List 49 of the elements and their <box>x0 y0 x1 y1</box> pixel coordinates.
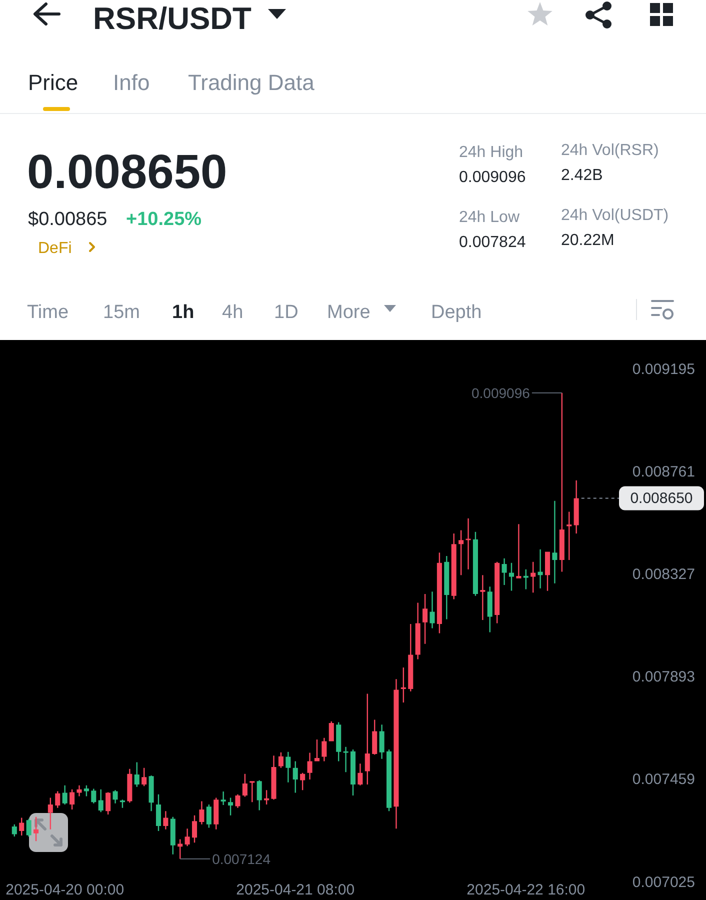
text: $0.00865 <box>28 209 108 230</box>
text: Info <box>113 70 150 95</box>
candlestick <box>538 549 543 588</box>
text: More <box>327 302 370 323</box>
text: Depth <box>431 302 482 323</box>
y-tick-label: 0.008327 <box>632 566 695 584</box>
candlestick <box>220 792 226 806</box>
text: 1D <box>274 302 298 323</box>
y-tick-label: 0.009195 <box>632 361 695 378</box>
text: Time <box>27 302 69 323</box>
text: 0.007824 <box>459 234 526 251</box>
candlestick <box>552 500 558 584</box>
text: +10.25% <box>126 209 202 230</box>
text: 4h <box>222 302 244 323</box>
text: Trading Data <box>188 70 316 95</box>
candlestick <box>466 518 471 570</box>
annotation: 0.009096 <box>472 384 530 401</box>
text: 2.42B <box>561 167 603 184</box>
y-tick-label: 0.007025 <box>632 874 695 891</box>
candlestick <box>343 746 348 772</box>
text: 24h High <box>459 144 524 161</box>
text: 24h Vol(USDT) <box>561 207 669 224</box>
text: 20.22M <box>561 232 614 249</box>
candlestick <box>271 756 276 800</box>
text: 1h <box>172 302 194 323</box>
y-tick-label: 0.007459 <box>632 771 695 788</box>
annotation: 0.007124 <box>212 850 271 867</box>
ref-line-label: 0.008650 <box>630 490 693 507</box>
text: RSR/USDT <box>93 1 252 36</box>
text: 0.009096 <box>459 169 526 186</box>
candlestick <box>286 752 291 782</box>
candlestick <box>184 828 190 846</box>
candlestick <box>430 592 435 628</box>
text: DeFi <box>38 240 72 257</box>
text: Price <box>28 70 78 95</box>
text: 24h Low <box>459 209 520 226</box>
candlestick <box>480 575 486 620</box>
candlestick <box>516 524 522 578</box>
x-tick-label: 2025-04-22 16:00 <box>466 882 586 898</box>
text: 24h Vol(RSR) <box>561 142 659 159</box>
candlestick <box>502 558 507 586</box>
y-tick-label: 0.007893 <box>632 668 695 686</box>
text: 0.008650 <box>27 146 228 199</box>
candlestick <box>112 790 118 804</box>
y-tick-label: 0.008761 <box>632 464 695 481</box>
candlestick <box>76 785 82 796</box>
x-tick-label: 2025-04-21 08:00 <box>236 882 355 898</box>
x-tick-label: 2025-04-20 00:00 <box>6 882 124 898</box>
text: 15m <box>103 302 140 323</box>
